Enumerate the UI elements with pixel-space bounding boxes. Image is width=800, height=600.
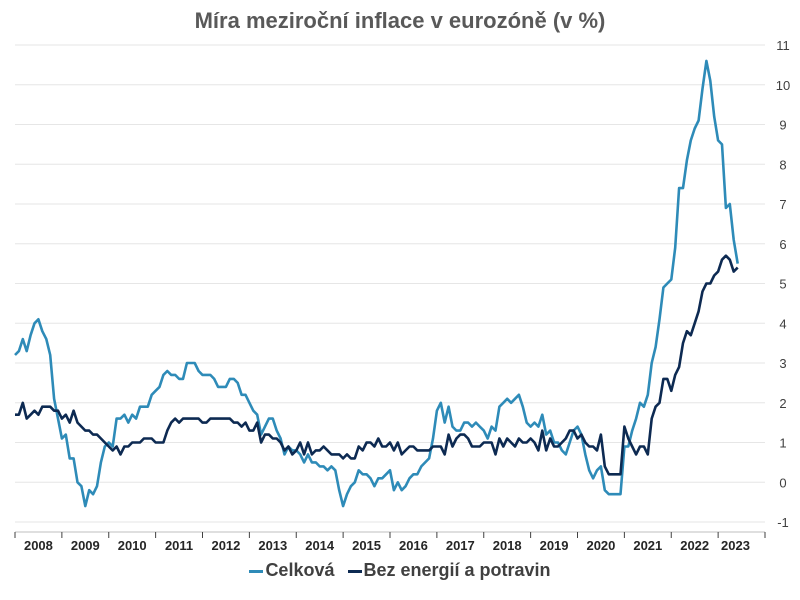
- y-tick-label: 5: [779, 277, 786, 292]
- legend-label-bez-energii: Bez energií a potravin: [363, 560, 551, 580]
- x-tick-label: 2008: [24, 538, 53, 553]
- y-tick-label: 4: [779, 316, 786, 331]
- y-tick-label: -1: [777, 515, 789, 530]
- y-tick-label: 8: [779, 157, 786, 172]
- y-tick-label: 3: [779, 356, 786, 371]
- x-tick-label: 2016: [399, 538, 428, 553]
- y-tick-label: 10: [776, 78, 790, 93]
- x-tick-label: 2011: [165, 538, 193, 553]
- chart-title: Míra meziroční inflace v eurozóně (v %): [194, 8, 606, 33]
- legend-swatch-celkova: [249, 569, 264, 573]
- legend-item-bez-energii: Bez energií a potravin: [347, 560, 551, 581]
- x-tick-label: 2015: [352, 538, 381, 553]
- y-tick-label: 6: [779, 237, 786, 252]
- series-line-bez-energii: [15, 254, 739, 476]
- y-tick-label: 0: [779, 475, 786, 490]
- legend-swatch-bez-energii: [347, 569, 362, 573]
- x-tick-label: 2021: [633, 538, 662, 553]
- x-tick-label: 2023: [721, 538, 750, 553]
- legend-label-celkova: Celková: [265, 560, 335, 580]
- y-tick-label: 2: [779, 396, 786, 411]
- series-line-celkova: [14, 59, 739, 508]
- x-tick-label: 2014: [305, 538, 335, 553]
- y-tick-label: 7: [779, 197, 786, 212]
- x-tick-label: 2010: [118, 538, 147, 553]
- x-tick-label: 2017: [446, 538, 475, 553]
- legend-item-celkova: Celková: [249, 560, 334, 581]
- y-tick-label: 1: [779, 436, 786, 451]
- x-tick-label: 2019: [540, 538, 569, 553]
- x-tick-label: 2022: [680, 538, 709, 553]
- x-tick-label: 2013: [258, 538, 287, 553]
- y-tick-label: 9: [779, 118, 786, 133]
- y-tick-label: 11: [776, 38, 790, 53]
- x-tick-label: 2009: [71, 538, 100, 553]
- x-tick-label: 2018: [493, 538, 522, 553]
- x-tick-label: 2012: [211, 538, 240, 553]
- chart-legend: Celková Bez energií a potravin: [0, 560, 800, 581]
- x-tick-label: 2020: [586, 538, 615, 553]
